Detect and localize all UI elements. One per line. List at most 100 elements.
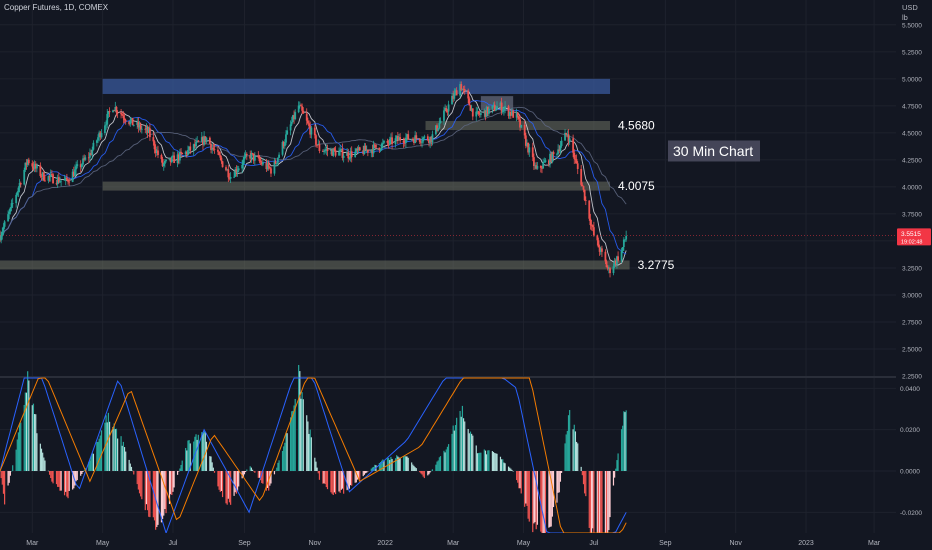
time-tick-label: May xyxy=(96,540,110,547)
osc-bar-positive xyxy=(437,460,439,471)
osc-bar-positive xyxy=(507,466,510,471)
osc-bar-negative xyxy=(66,471,68,497)
osc-bar-negative xyxy=(138,471,141,494)
osc-bar-negative xyxy=(534,471,536,523)
candle-down xyxy=(115,105,118,117)
candle-down xyxy=(124,118,127,125)
osc-bar-positive xyxy=(447,444,450,471)
candle-down xyxy=(518,115,520,122)
candle-up xyxy=(129,117,132,127)
candle-up xyxy=(479,109,482,118)
osc-bar-positive xyxy=(487,450,489,471)
candle-down xyxy=(477,110,480,116)
osc-bar-negative xyxy=(428,471,430,475)
osc-bar-negative xyxy=(592,471,594,529)
osc-bar-positive xyxy=(382,459,384,471)
candle-up xyxy=(136,117,139,130)
candle-up xyxy=(233,171,235,179)
candle-up xyxy=(0,231,3,244)
candle-up xyxy=(390,133,392,145)
osc-bar-negative xyxy=(556,471,558,503)
osc-bar-negative xyxy=(358,471,360,479)
osc-bar-positive xyxy=(445,449,447,471)
osc-bar-positive xyxy=(28,380,30,471)
osc-bar-positive xyxy=(33,414,36,471)
candle-up xyxy=(114,101,117,112)
osc-bar-negative xyxy=(558,471,560,493)
osc-bar-positive xyxy=(623,411,625,471)
osc-bar-positive xyxy=(405,456,407,471)
candle-down xyxy=(42,170,45,182)
osc-bar-negative xyxy=(1,471,3,485)
candle-down xyxy=(202,135,204,150)
candle-down xyxy=(268,166,271,170)
osc-bar-negative xyxy=(137,471,139,490)
price-tick-label: 5.2500 xyxy=(902,49,922,56)
osc-bar-negative xyxy=(266,471,269,488)
price-tick-label: 4.0000 xyxy=(902,184,922,191)
candle-down xyxy=(407,130,410,141)
osc-bar-positive xyxy=(106,422,108,471)
osc-bar-positive xyxy=(468,433,470,471)
osc-bar-positive xyxy=(620,429,623,471)
osc-bar-positive xyxy=(625,410,627,471)
osc-bar-negative xyxy=(597,471,600,547)
candle-down xyxy=(516,112,519,120)
candle-up xyxy=(492,102,495,108)
osc-bar-positive xyxy=(399,457,401,471)
osc-bar-negative xyxy=(156,471,158,528)
osc-bar-negative xyxy=(147,471,149,511)
osc-bar-positive xyxy=(415,468,417,471)
osc-bar-negative xyxy=(543,471,545,536)
candle-up xyxy=(564,129,566,141)
candle-down xyxy=(331,148,334,156)
osc-bar-positive xyxy=(12,465,14,471)
osc-bar-positive xyxy=(128,459,130,471)
osc-bar-negative xyxy=(520,471,522,494)
osc-bar-positive xyxy=(307,421,309,471)
candle-down xyxy=(573,149,576,165)
candle-up xyxy=(613,257,616,269)
osc-bar-positive xyxy=(35,414,37,471)
candle-up xyxy=(33,160,36,173)
candle-down xyxy=(402,137,405,148)
candle-down xyxy=(523,120,526,139)
osc-bar-negative xyxy=(76,471,78,481)
osc-bar-positive xyxy=(24,392,26,471)
osc-bar-negative xyxy=(50,471,52,479)
osc-bar-positive xyxy=(196,439,198,471)
osc-bar-positive xyxy=(47,470,50,472)
osc-bar-positive xyxy=(397,456,399,471)
candle-up xyxy=(211,143,214,154)
osc-bar-positive xyxy=(197,434,199,471)
candle-down xyxy=(218,150,220,156)
candle-up xyxy=(155,146,158,156)
osc-bar-negative xyxy=(63,471,66,496)
osc-bar-positive xyxy=(27,371,29,471)
candle-down xyxy=(219,151,222,161)
osc-bar-negative xyxy=(164,471,166,510)
osc-bar-positive xyxy=(88,461,90,471)
candle-up xyxy=(395,135,398,141)
osc-bar-negative xyxy=(584,471,586,494)
osc-bar-positive xyxy=(316,467,318,471)
candle-down xyxy=(606,265,609,271)
candle-up xyxy=(17,186,20,198)
osc-bar-positive xyxy=(89,460,91,471)
candle-up xyxy=(41,171,44,181)
osc-bar-positive xyxy=(315,461,317,471)
candle-up xyxy=(92,140,95,151)
candle-up xyxy=(75,161,78,175)
candle-up xyxy=(164,159,166,168)
ma-fast-line xyxy=(0,90,627,266)
candle-up xyxy=(599,246,602,255)
osc-bar-negative xyxy=(2,471,5,494)
moving-averages-layer xyxy=(0,90,896,266)
osc-bar-negative xyxy=(532,471,534,533)
candle-up xyxy=(138,120,141,131)
candle-down xyxy=(334,146,337,158)
candle-up xyxy=(11,198,14,209)
candle-down xyxy=(245,152,248,160)
candle-up xyxy=(544,158,547,163)
